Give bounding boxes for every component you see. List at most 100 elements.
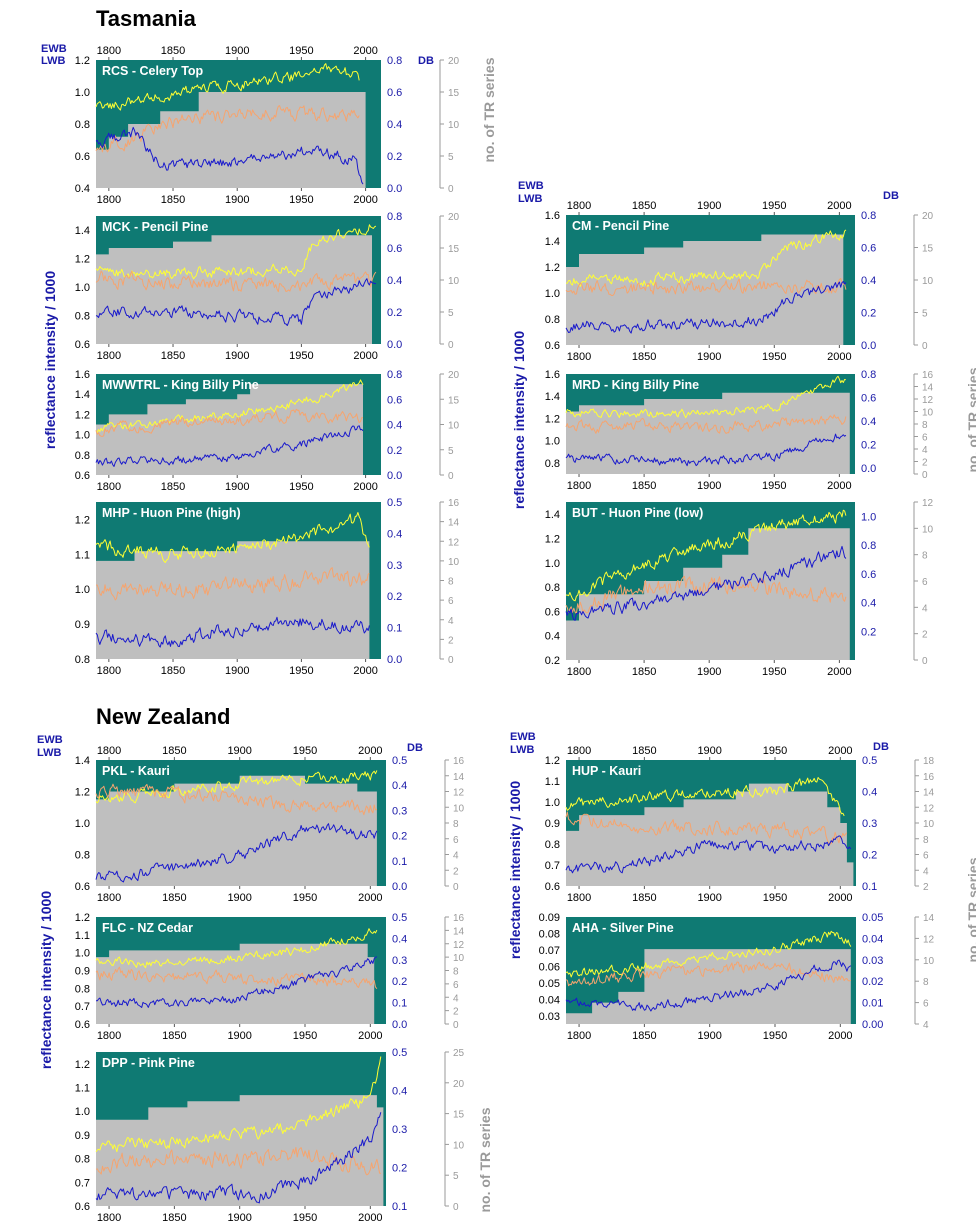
n-tick-label: 0 [922,656,928,667]
panel-title: AHA - Silver Pine [572,921,674,935]
series-line-db [565,281,847,334]
y-tick-label: 1.2 [75,254,90,266]
y-axis-n: 0 2 4 6 8 10 12 [913,498,934,667]
y-tick-label: 1.0 [75,282,90,294]
series-line-ewb [95,770,378,804]
n-tick-label: 5 [448,308,454,319]
n-tick-label: 8 [923,977,929,988]
db-tick-label: 0.4 [387,119,402,131]
y-axis-n: 0 5 10 15 20 [913,211,934,352]
y-axis-left: 0.6 0.8 1.0 1.2 1.4 1.6 [75,369,90,482]
x-tick-label-top: 1950 [763,745,787,757]
x-tick-label: 1800 [97,892,121,904]
x-tick-label: 1950 [293,1212,317,1224]
db-tick-label: 0.0 [387,183,402,195]
n-tick-label: 10 [923,819,935,830]
y-tick-label: 0.9 [75,966,90,978]
x-axis: 1800 1850 1900 1950 2000 [97,1206,383,1224]
series-line-lwb [565,961,852,987]
y-axis-n: 0 5 10 15 20 [439,212,460,351]
y-tick-label: 0.8 [545,839,560,851]
n-tick-label: 12 [922,395,934,406]
db-tick-label: 0.4 [862,787,877,799]
x-axis: 1800 1800 1850 1850 1900 1900 1950 1950 2000 2000 [567,745,853,904]
y-tick-label: 1.4 [545,236,560,248]
y-tick-label: 1.1 [75,930,90,942]
db-tick-label: 0.2 [387,445,402,457]
chart-panel-mwwtrl: MWWTRL - King Billy Pine 1800 1850 1900 1950… [75,369,460,493]
x-tick-label: 2000 [353,481,377,493]
db-tick-label: 0.00 [862,1019,883,1031]
right-axis-label-nz-right: no. of TR series [965,857,976,962]
sample-depth-area [96,943,386,1024]
x-tick-label: 1950 [293,1030,317,1042]
y-tick-label: 0.8 [75,850,90,862]
series-line-db [565,545,847,621]
db-tick-label: 0.6 [861,243,876,255]
x-axis: 1800 1850 1900 1950 2000 [567,660,852,678]
y-tick-label: 0.8 [75,1154,90,1166]
panel-title: MWWTRL - King Billy Pine [102,378,259,392]
n-tick-label: 2 [453,866,459,877]
db-tick-label: 0.2 [861,308,876,320]
series-line-lwb [95,1147,381,1176]
db-tick-label: 0.6 [387,394,402,406]
x-tick-label: 1800 [97,194,121,206]
series-line-db [96,956,378,1008]
panel-title: FLC - NZ Cedar [102,921,193,935]
db-tick-label: 0.1 [392,998,407,1010]
series-line-ewb [565,229,847,288]
db-tick-label: 0.4 [387,528,402,540]
series-line-lwb [565,414,847,434]
db-label-nz-left: DB [407,742,423,754]
n-tick-label: 6 [923,999,929,1010]
series-line-ewb [565,375,847,419]
x-axis: 1800 1800 1850 1850 1900 1900 1950 1950 2000 2000 [567,200,852,363]
n-tick-label: 6 [453,835,459,846]
db-tick-label: 0.0 [392,1019,407,1031]
sample-depth-area [96,775,386,886]
x-tick-label: 1850 [161,350,185,362]
y-axis-db: 0.1 0.2 0.3 0.4 0.5 [392,1047,407,1213]
n-tick-label: 20 [448,212,460,223]
db-tick-label: 0.4 [387,275,402,287]
db-tick-label: 0.8 [387,55,402,67]
x-tick-label: 1950 [762,666,786,678]
n-tick-label: 16 [448,498,460,509]
y-axis-left: 0.6 0.8 1.0 1.2 1.4 [75,755,90,893]
lwb-label-tas-left: LWB [41,55,65,67]
y-axis-n: 0 2 4 6 8 10 12 14 16 [439,498,460,666]
panel-title: RCS - Celery Top [102,64,204,78]
db-tick-label: 0.0 [861,340,876,352]
series-line-lwb [565,575,847,615]
series-line-ewb [95,928,378,969]
ewb-label-nz-right: EWB [510,731,536,743]
x-tick-label: 1850 [632,666,656,678]
y-tick-label: 1.4 [75,755,90,767]
n-tick-label: 14 [453,772,465,783]
n-tick-label: 16 [453,756,465,767]
n-tick-label: 4 [448,616,454,627]
y-axis-left: 0.4 0.6 0.8 1.0 1.2 [75,55,90,195]
db-tick-label: 0.4 [392,933,407,945]
series-line-ewb [95,379,364,433]
y-tick-label: 0.8 [75,654,90,666]
panel-title: HUP - Kauri [572,764,641,778]
x-tick-label: 1850 [161,194,185,206]
n-tick-label: 4 [922,603,928,614]
y-axis-left: 0.03 0.04 0.05 0.06 0.07 0.08 0.09 [539,912,560,1023]
x-tick-label: 1950 [289,665,313,677]
n-tick-label: 0 [448,184,454,195]
n-tick-label: 20 [453,1079,465,1090]
db-tick-label: 0.3 [392,1124,407,1136]
y-tick-label: 1.2 [75,912,90,924]
db-tick-label: 0.2 [862,850,877,862]
series-line-lwb [95,408,364,437]
x-tick-label: 1900 [227,1212,251,1224]
x-tick-label: 1950 [763,1030,787,1042]
x-tick-label-top: 2000 [358,745,382,757]
x-tick-label: 2000 [358,892,382,904]
y-tick-label: 1.0 [75,948,90,960]
n-tick-label: 16 [453,913,465,924]
y-tick-label: 1.1 [75,549,90,561]
